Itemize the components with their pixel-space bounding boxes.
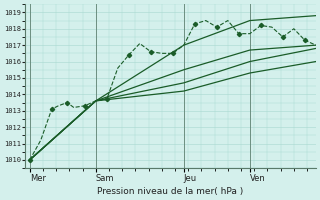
X-axis label: Pression niveau de la mer( hPa ): Pression niveau de la mer( hPa ) [98, 187, 244, 196]
